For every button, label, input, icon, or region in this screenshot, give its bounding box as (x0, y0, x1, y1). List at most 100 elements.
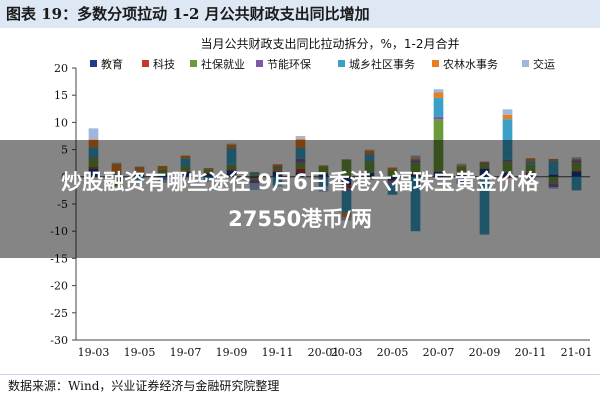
bar-segment (226, 170, 237, 177)
bar-segment (111, 176, 122, 179)
bar-segment (571, 158, 582, 161)
bar-segment (249, 176, 260, 178)
bar-segment (479, 164, 490, 169)
bar-segment (364, 154, 375, 162)
bar-segment (525, 172, 536, 175)
bar-segment (134, 176, 145, 182)
bar-segment (318, 177, 329, 187)
bar-segment (548, 158, 559, 162)
bar-segment (157, 177, 168, 181)
bar-segment (364, 161, 375, 173)
bar-segment (157, 180, 168, 183)
bar-segment (364, 150, 375, 155)
bar-segment (548, 176, 559, 184)
x-tick-label: 20-11 (515, 346, 547, 359)
x-tick-label: 21-01 (561, 346, 593, 359)
overlay-banner (0, 140, 600, 258)
x-tick-label: 19-05 (124, 346, 156, 359)
bar-segment (134, 171, 145, 172)
x-tick-label: 20-09 (469, 346, 501, 359)
bar-segment (272, 167, 283, 171)
y-tick-label: -10 (50, 225, 68, 238)
bar-segment (456, 165, 467, 168)
legend-swatch (90, 60, 97, 67)
y-tick-label: 15 (54, 89, 68, 102)
bar-segment (571, 170, 582, 172)
bar-segment (456, 173, 467, 176)
bar-segment (387, 182, 398, 195)
bar-segment (433, 92, 444, 98)
bar-segment (571, 157, 582, 159)
header-bar: 图表 19：多数分项拉动 1-2 月公共财政支出同比增加 (0, 0, 600, 28)
bar-segment (180, 170, 191, 172)
bar-segment (272, 170, 283, 172)
bar-segment (341, 212, 352, 218)
bar-segment (295, 136, 306, 139)
bar-segment (433, 89, 444, 93)
legend-label: 农林水事务 (443, 57, 498, 71)
bar-segment (433, 116, 444, 120)
bar-segment (111, 163, 122, 174)
bar-segment (88, 158, 99, 167)
chart-axes: 20 15 10 5 0 -5 -10 -15 -20 -25 -30 (50, 62, 590, 347)
chart-title: 当月公共财政支出同比拉动拆分，%，1-2月合并 (200, 36, 459, 51)
bar-segment (433, 171, 444, 172)
bar-segment (134, 171, 145, 173)
bar-segment (387, 180, 398, 182)
bar-segment (502, 119, 513, 160)
bar-segment (272, 171, 283, 177)
bar-segment (548, 187, 559, 189)
bar-segment (318, 165, 329, 167)
bar-segment (111, 173, 122, 176)
bar-segment (479, 168, 490, 177)
bar-segment (157, 169, 168, 175)
y-tick-label: 5 (61, 144, 68, 157)
bar-segment (180, 155, 191, 159)
bar-segment (318, 172, 329, 174)
bar-segment (203, 174, 214, 177)
bar-segment (318, 186, 329, 192)
overlay-subheadline: 27550港币/两 (228, 207, 372, 231)
bar-segment (364, 177, 375, 180)
bar-segment (525, 174, 536, 177)
bar-segment (341, 217, 352, 221)
bar-segment (364, 172, 375, 177)
bar-segment (387, 181, 398, 183)
bar-segment (318, 166, 329, 173)
bar-segment (295, 162, 306, 169)
bar-segment (134, 172, 145, 174)
bar-segment (479, 233, 490, 236)
bar-segment (249, 183, 260, 190)
bar-segment (180, 176, 191, 179)
source-note: 数据来源：Wind，兴业证券经济与金融研究院整理 (8, 379, 280, 393)
bar-segment (502, 114, 513, 120)
bar-segment (295, 172, 306, 177)
bar-segment (249, 171, 260, 173)
bar-segment (410, 158, 421, 161)
bar-segment (203, 179, 214, 182)
bar-segment (249, 172, 260, 176)
legend-swatch (338, 60, 345, 67)
bar-segment (272, 164, 283, 167)
bar-segment (295, 168, 306, 173)
bar-segment (410, 160, 421, 163)
bar-segment (525, 161, 536, 165)
bar-segment (88, 147, 99, 158)
x-tick-label: 20-05 (377, 346, 409, 359)
bar-segment (525, 176, 536, 179)
x-tick-label: 19-03 (78, 346, 110, 359)
y-tick-label: -30 (50, 334, 68, 347)
bar-segment (479, 176, 490, 234)
bar-segment (456, 175, 467, 177)
bar-segment (203, 169, 214, 173)
bar-segment (456, 167, 467, 174)
bar-segment (203, 169, 214, 170)
bar-segment (157, 176, 168, 178)
y-tick-label: 20 (54, 62, 68, 75)
legend-swatch (256, 60, 263, 67)
y-tick-label: -5 (57, 198, 68, 211)
bar-segment (203, 172, 214, 175)
stacked-bar-chart: 当月公共财政支出同比拉动拆分，%，1-2月合并 教育 科技 社保就业 节能环保 城乡社区… (50, 36, 593, 359)
bar-segment (502, 176, 513, 178)
y-tick-label: 10 (54, 116, 68, 129)
